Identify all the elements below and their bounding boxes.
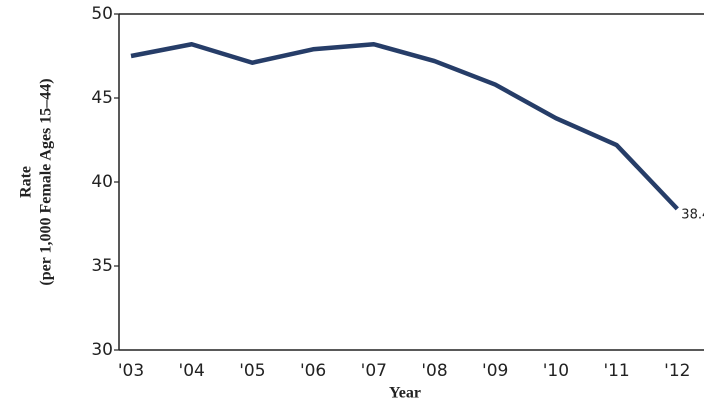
x-tick-label: '11: [603, 361, 629, 381]
y-tick-label: 45: [91, 88, 113, 108]
x-tick-label: '07: [361, 361, 387, 381]
x-tick-label: '10: [543, 361, 569, 381]
x-tick-label: '06: [300, 361, 326, 381]
data-line: [130, 41, 679, 211]
x-tick-label: '05: [239, 361, 265, 381]
x-tick-label: '03: [118, 361, 144, 381]
x-tick-label: '08: [421, 361, 447, 381]
y-tick-label: 50: [91, 4, 113, 24]
y-tick-label: 35: [91, 256, 113, 276]
y-axis-title: Rate (per 1,000 Female Ages 15–44): [18, 78, 55, 285]
x-tick-label: '09: [482, 361, 508, 381]
x-tick-label: '04: [179, 361, 205, 381]
y-tick-label: 40: [91, 172, 113, 192]
x-axis-title: Year: [389, 385, 421, 402]
y-axis-title-line: (per 1,000 Female Ages 15–44): [38, 78, 55, 285]
y-tick-label: 30: [91, 340, 113, 360]
x-tick-label: '12: [664, 361, 690, 381]
data-label: 38.4: [681, 207, 704, 222]
y-axis-title-line: Rate: [18, 166, 35, 198]
